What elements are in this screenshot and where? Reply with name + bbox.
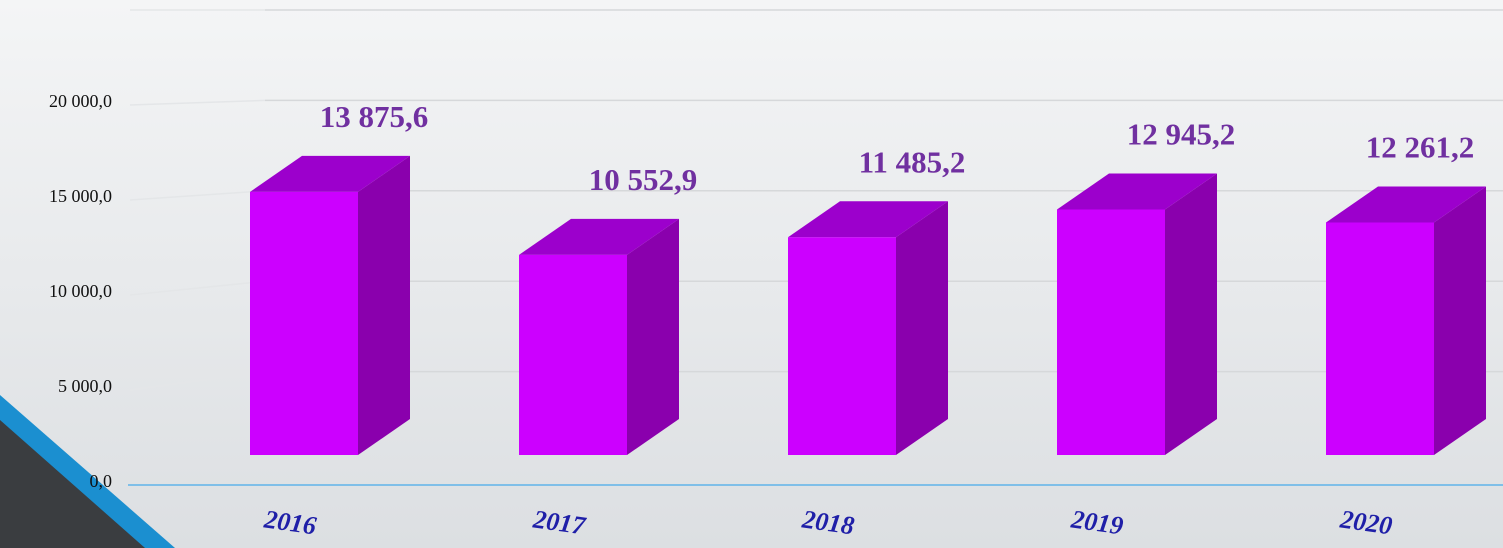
y-tick-label: 0,0 — [90, 471, 113, 491]
bar-front — [1326, 222, 1434, 455]
bar-top — [519, 218, 679, 255]
value-label: 12 261,2 — [1366, 130, 1475, 165]
grid-line — [129, 280, 266, 296]
value-label: 11 485,2 — [859, 144, 966, 179]
bar-front — [1057, 209, 1165, 455]
decor-stripe — [0, 420, 145, 548]
bar-side — [1165, 173, 1217, 455]
value-label: 10 552,9 — [589, 162, 698, 197]
bar — [250, 155, 410, 455]
grid-line — [129, 190, 266, 201]
bar — [1057, 173, 1217, 455]
bar-side — [358, 155, 410, 455]
grid-line — [129, 99, 266, 106]
bar-top — [250, 155, 410, 192]
y-tick-label: 20 000,0 — [49, 91, 112, 111]
bar-top — [1326, 186, 1486, 223]
bar-front — [788, 237, 896, 455]
bar-top — [1057, 173, 1217, 210]
y-tick-label: 5 000,0 — [58, 376, 112, 396]
bar-front — [519, 254, 627, 455]
value-label: 12 945,2 — [1127, 117, 1236, 152]
y-tick-label: 10 000,0 — [49, 281, 112, 301]
bar-side — [1434, 186, 1486, 455]
y-tick-label: 15 000,0 — [49, 186, 112, 206]
bar-top — [788, 201, 948, 238]
bar — [788, 201, 948, 455]
bar-front — [250, 191, 358, 455]
grid-line — [129, 370, 266, 391]
bar — [519, 218, 679, 455]
bar — [1326, 186, 1486, 455]
bar-side — [896, 201, 948, 455]
bar-side — [627, 218, 679, 455]
value-label: 13 875,6 — [320, 99, 429, 134]
